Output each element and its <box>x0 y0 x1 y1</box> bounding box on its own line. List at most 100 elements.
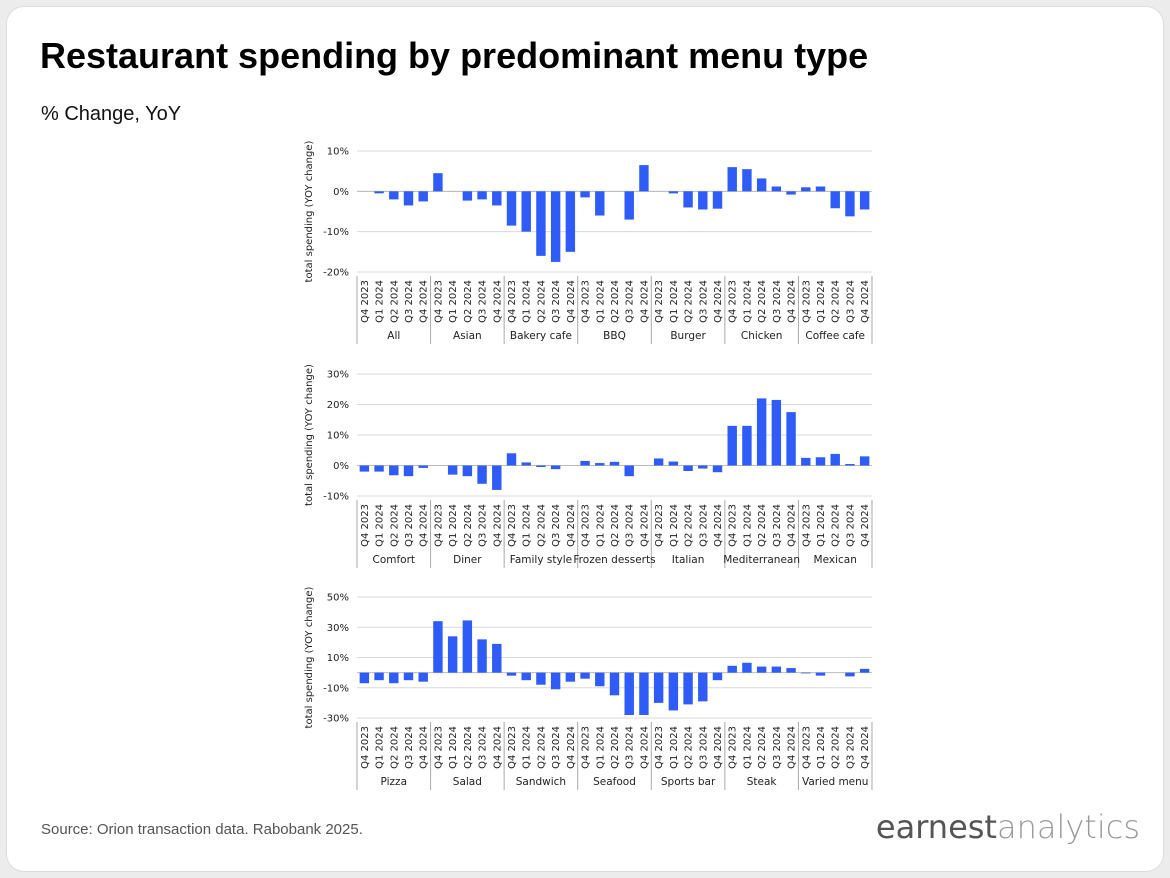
x-tick-label: Q3 2024 <box>772 280 783 323</box>
x-tick-label: Q3 2024 <box>698 726 709 769</box>
bar <box>683 465 693 471</box>
x-tick-label: Q4 2024 <box>419 280 430 323</box>
x-tick-label: Q4 2023 <box>581 504 592 547</box>
bar <box>859 456 870 466</box>
bar <box>771 186 782 192</box>
x-tick-label: Q2 2024 <box>684 280 695 323</box>
group-label: Italian <box>672 554 705 566</box>
group-label: Frozen desserts <box>573 554 655 566</box>
x-tick-label: Q4 2023 <box>433 280 444 323</box>
bar <box>698 191 708 210</box>
x-tick-label: Q1 2024 <box>522 280 533 323</box>
x-tick-label: Q2 2024 <box>610 280 621 323</box>
y-tick-label: 10% <box>327 147 349 158</box>
bar <box>668 672 679 711</box>
bar <box>506 453 517 466</box>
x-tick-label: Q3 2024 <box>845 726 856 769</box>
bar <box>683 672 693 705</box>
bar <box>712 191 723 209</box>
x-tick-label: Q4 2024 <box>492 504 503 547</box>
group-label: Burger <box>670 330 706 342</box>
x-tick-label: Q1 2024 <box>669 280 680 323</box>
x-tick-label: Q1 2024 <box>595 280 606 323</box>
y-tick-label: -10% <box>323 227 349 238</box>
bar <box>374 465 384 472</box>
x-tick-label: Q4 2023 <box>360 726 371 769</box>
x-tick-label: Q2 2024 <box>610 504 621 547</box>
x-tick-label: Q4 2023 <box>581 726 592 769</box>
bar <box>668 191 679 194</box>
x-tick-label: Q3 2024 <box>478 504 489 547</box>
y-tick-label: 30% <box>327 370 349 381</box>
group-label: Sports bar <box>661 776 716 788</box>
x-tick-label: Q4 2024 <box>713 726 724 769</box>
bar <box>859 191 870 210</box>
x-tick-label: Q4 2023 <box>654 504 665 547</box>
bar <box>859 668 870 673</box>
bar <box>683 191 693 208</box>
x-tick-label: Q4 2024 <box>566 726 577 769</box>
x-tick-label: Q1 2024 <box>448 726 459 769</box>
bar <box>359 465 370 472</box>
x-tick-label: Q4 2024 <box>639 726 650 769</box>
bar <box>845 463 855 466</box>
x-tick-label: Q4 2023 <box>728 726 739 769</box>
bar <box>727 167 737 192</box>
bar <box>536 672 546 685</box>
bar <box>727 425 737 466</box>
x-tick-label: Q2 2024 <box>463 726 474 769</box>
y-tick-label: 50% <box>327 593 349 604</box>
x-tick-label: Q1 2024 <box>669 504 680 547</box>
logo-first: earnest <box>876 808 997 846</box>
bar <box>580 191 590 198</box>
group-label: Mexican <box>814 554 857 566</box>
x-tick-label: Q3 2024 <box>551 726 562 769</box>
x-tick-label: Q3 2024 <box>772 726 783 769</box>
bar <box>462 620 473 673</box>
bar <box>521 462 531 466</box>
x-tick-label: Q1 2024 <box>375 504 386 547</box>
bar <box>756 398 767 466</box>
bar <box>624 191 634 220</box>
bar <box>359 672 370 684</box>
x-tick-label: Q4 2023 <box>507 280 518 323</box>
y-tick-label: 10% <box>327 653 349 664</box>
bar <box>668 461 679 466</box>
x-tick-label: Q3 2024 <box>625 280 636 323</box>
bar <box>580 672 590 679</box>
x-tick-label: Q4 2023 <box>654 726 665 769</box>
x-tick-label: Q4 2023 <box>433 504 444 547</box>
y-tick-label: -10% <box>323 683 349 694</box>
x-tick-label: Q2 2024 <box>757 504 768 547</box>
title: Restaurant spending by predominant menu … <box>40 35 868 76</box>
bar <box>477 465 487 484</box>
x-tick-label: Q4 2024 <box>492 280 503 323</box>
bar <box>727 665 737 673</box>
group-label: Asian <box>453 330 482 342</box>
x-tick-label: Q2 2024 <box>757 726 768 769</box>
y-tick-label: 0% <box>333 461 349 472</box>
x-tick-label: Q2 2024 <box>831 504 842 547</box>
bar <box>492 191 502 206</box>
group-label: Salad <box>453 776 482 788</box>
bar <box>756 666 767 673</box>
x-tick-label: Q1 2024 <box>522 726 533 769</box>
x-tick-label: Q1 2024 <box>375 280 386 323</box>
bar <box>389 672 399 684</box>
bar <box>624 465 634 477</box>
x-tick-label: Q1 2024 <box>375 726 386 769</box>
group-label: BBQ <box>603 330 626 342</box>
bar <box>595 672 605 687</box>
x-tick-label: Q2 2024 <box>463 504 474 547</box>
bar <box>845 672 855 677</box>
bar <box>771 399 782 466</box>
x-tick-label: Q4 2023 <box>360 504 371 547</box>
bar <box>830 191 840 209</box>
bar <box>580 460 590 466</box>
x-tick-label: Q2 2024 <box>389 504 400 547</box>
bar <box>653 672 664 703</box>
x-tick-label: Q4 2023 <box>433 726 444 769</box>
bar <box>815 672 826 676</box>
bar <box>477 639 487 673</box>
